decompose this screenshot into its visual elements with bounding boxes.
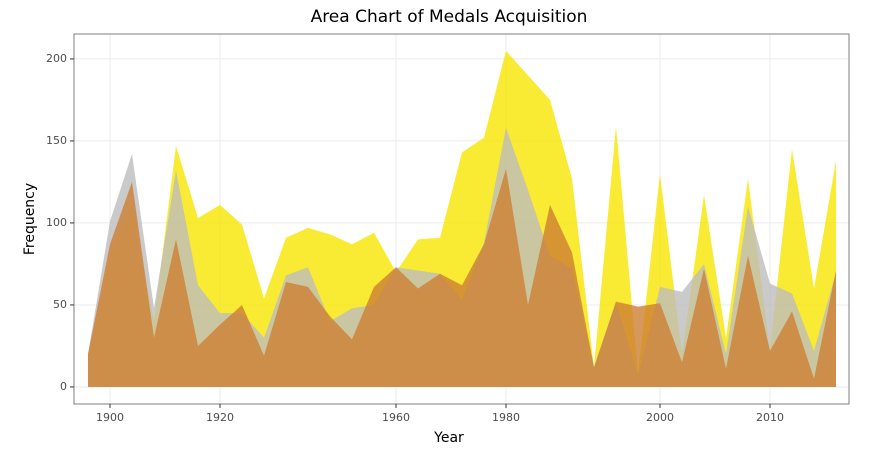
x-axis-label: Year <box>433 430 464 446</box>
chart-title: Area Chart of Medals Acquisition <box>311 7 588 27</box>
x-tick-label: 1960 <box>382 411 410 424</box>
area <box>88 50 836 387</box>
x-tick-label: 1900 <box>96 411 124 424</box>
y-axis-label: Frequency <box>22 183 38 255</box>
x-tick-label: 1980 <box>492 411 520 424</box>
y-tick-label: 0 <box>60 380 67 393</box>
plot-border <box>73 33 850 405</box>
x-tick-label: 1920 <box>206 411 234 424</box>
x-tick-label: 2000 <box>646 411 674 424</box>
y-tick-label: 150 <box>46 134 67 147</box>
y-tick-label: 200 <box>46 52 67 65</box>
y-tick-label: 50 <box>53 298 67 311</box>
y-tick-label: 100 <box>46 216 67 229</box>
x-tick-label: 2010 <box>756 411 784 424</box>
area <box>88 168 836 387</box>
